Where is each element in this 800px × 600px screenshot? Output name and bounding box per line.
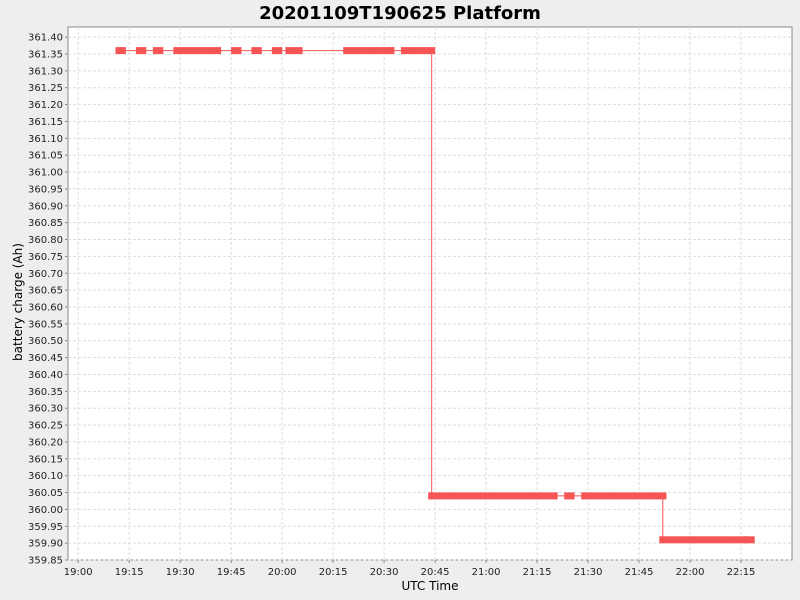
- y-tick-label: 360.40: [28, 370, 63, 381]
- y-tick-label: 361.40: [28, 33, 63, 44]
- data-marker: [343, 47, 395, 55]
- y-tick-label: 360.85: [28, 218, 63, 229]
- y-tick-label: 360.25: [28, 421, 63, 432]
- data-marker: [581, 492, 667, 500]
- data-marker: [152, 47, 164, 55]
- y-tick-label: 360.95: [28, 184, 63, 195]
- y-tick-label: 360.80: [28, 235, 63, 246]
- y-tick-label: 360.15: [28, 454, 63, 465]
- y-tick-label: 361.30: [28, 66, 63, 77]
- data-marker: [428, 492, 558, 500]
- data-series: [115, 47, 755, 544]
- x-tick-label: 19:45: [217, 567, 246, 578]
- y-axis-label: battery charge (Ah): [11, 243, 25, 361]
- data-marker: [173, 47, 222, 55]
- x-tick-label: 20:00: [268, 567, 297, 578]
- y-axis: 359.85 359.90 359.95 360.00 360.05 360.10 360.…: [28, 33, 68, 567]
- data-marker: [251, 47, 262, 55]
- y-tick-label: 360.90: [28, 201, 63, 212]
- x-axis-label: UTC Time: [402, 579, 459, 593]
- y-tick-label: 361.00: [28, 168, 63, 179]
- x-tick-label: 19:00: [64, 567, 93, 578]
- y-tick-label: 359.85: [28, 556, 63, 567]
- x-axis: 19:00 19:15 19:30 19:45 20:00 20:15 20:30 20:45…: [64, 560, 756, 578]
- y-tick-label: 360.30: [28, 404, 63, 415]
- grid: [68, 27, 792, 561]
- y-tick-label: 360.35: [28, 387, 63, 398]
- data-marker: [115, 47, 126, 55]
- y-tick-label: 360.55: [28, 319, 63, 330]
- y-tick-label: 360.10: [28, 471, 63, 482]
- y-tick-label: 360.65: [28, 286, 63, 297]
- x-tick-label: 21:30: [574, 567, 603, 578]
- data-marker: [285, 47, 303, 55]
- x-tick-label: 22:00: [676, 567, 705, 578]
- y-tick-label: 360.75: [28, 252, 63, 263]
- y-tick-label: 361.35: [28, 49, 63, 60]
- x-tick-label: 20:45: [421, 567, 450, 578]
- x-tick-label: 19:15: [115, 567, 144, 578]
- y-tick-label: 360.70: [28, 269, 63, 280]
- y-tick-label: 361.05: [28, 151, 63, 162]
- y-tick-label: 360.20: [28, 437, 63, 448]
- x-tick-label: 22:15: [727, 567, 756, 578]
- x-tick-label: 19:30: [166, 567, 195, 578]
- y-tick-label: 361.15: [28, 117, 63, 128]
- y-tick-label: 361.25: [28, 83, 63, 94]
- data-marker: [271, 47, 283, 55]
- chart-title: 20201109T190625 Platform: [259, 3, 541, 24]
- x-tick-label: 21:00: [472, 567, 501, 578]
- data-marker: [401, 47, 436, 55]
- x-tick-label: 21:15: [523, 567, 552, 578]
- x-tick-label: 20:15: [319, 567, 348, 578]
- y-tick-label: 360.05: [28, 488, 63, 499]
- data-marker: [135, 47, 147, 55]
- x-tick-label: 21:45: [625, 567, 654, 578]
- y-tick-label: 360.50: [28, 336, 63, 347]
- data-marker: [744, 536, 755, 544]
- data-marker: [659, 536, 748, 544]
- y-tick-label: 359.90: [28, 539, 63, 550]
- data-marker: [564, 492, 575, 500]
- y-tick-label: 360.60: [28, 302, 63, 313]
- data-marker: [231, 47, 242, 55]
- y-tick-label: 360.00: [28, 505, 63, 516]
- plot-area: [67, 26, 793, 561]
- y-tick-label: 359.95: [28, 522, 63, 533]
- x-tick-label: 20:30: [370, 567, 399, 578]
- y-tick-label: 361.20: [28, 100, 63, 111]
- y-tick-label: 360.45: [28, 353, 63, 364]
- y-tick-label: 361.10: [28, 134, 63, 145]
